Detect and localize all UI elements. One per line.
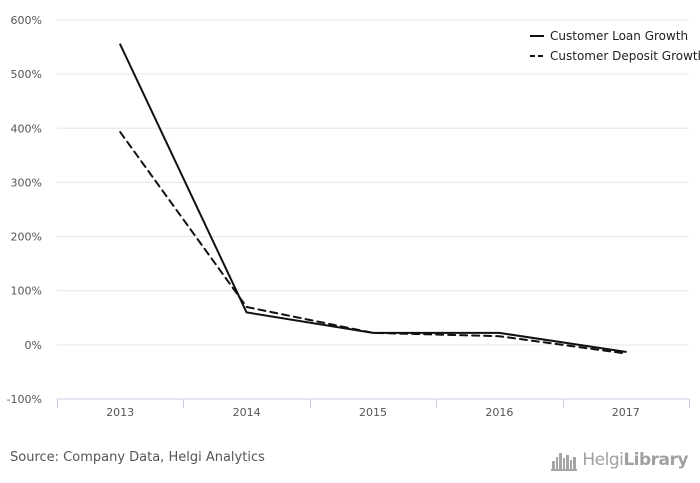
gridlines [57,19,689,346]
legend: Customer Loan Growth Customer Deposit Gro… [530,29,700,63]
y-tick-label: 600% [11,14,42,27]
x-tick-label: 2014 [233,406,261,419]
line-chart: -100% 0% 100% 200% 300% 400% 500% 600% 2013 2014… [7,14,700,419]
y-tick-label: 200% [11,231,42,244]
y-tick-label: 400% [11,122,42,135]
y-tick-label: 100% [11,285,42,298]
x-tick-label: 2013 [106,406,134,419]
x-tick-label: 2017 [612,406,640,419]
y-tick-label: -100% [7,393,42,406]
series-line-deposit-growth [119,131,627,355]
series-line-loan-growth [119,43,627,353]
source-note: Source: Company Data, Helgi Analytics [10,450,265,465]
city-skyline-icon [551,453,578,471]
brand-name: HelgiLibrary [582,450,688,470]
x-tick-label: 2016 [485,406,513,419]
legend-label: Customer Deposit Growth [550,49,700,63]
y-tick-label: 0% [25,339,42,352]
x-axis: 2013 2014 2015 2016 2017 [57,398,690,419]
x-tick-label: 2015 [359,406,387,419]
brand-name-suffix: Library [623,450,688,470]
y-tick-label: 500% [11,68,42,81]
y-axis-tick-labels: -100% 0% 100% 200% 300% 400% 500% 600% [7,14,42,406]
helgi-library-logo[interactable]: HelgiLibrary [551,447,688,473]
y-tick-label: 300% [11,176,42,189]
series-lines [119,43,627,355]
legend-label: Customer Loan Growth [550,29,688,43]
brand-name-prefix: Helgi [582,450,624,470]
